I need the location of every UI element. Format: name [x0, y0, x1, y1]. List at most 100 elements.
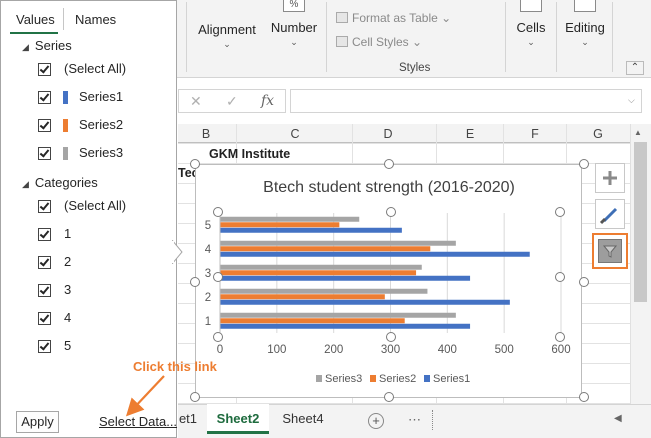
enter-icon[interactable]: ✓	[226, 93, 238, 109]
column-header-b[interactable]: B	[201, 127, 211, 141]
number-button[interactable]: % Number ⌄	[268, 0, 320, 48]
scroll-left-icon[interactable]: ◀	[614, 413, 622, 424]
formula-input[interactable]	[290, 89, 642, 113]
row-gridline	[178, 143, 630, 144]
chart-title[interactable]: Btech student strength (2016-2020)	[263, 179, 515, 196]
resize-handle[interactable]	[555, 332, 565, 342]
bar-series2-cat-4[interactable]	[220, 246, 431, 252]
select-data-link[interactable]: Select Data...	[99, 414, 178, 429]
category-item-checkbox[interactable]	[38, 312, 51, 325]
resize-handle[interactable]	[579, 277, 589, 287]
collapse-ribbon-icon[interactable]: ⌃	[626, 61, 644, 75]
more-tabs-icon[interactable]: ⋯	[408, 412, 421, 427]
category-item-label[interactable]: 1	[64, 226, 72, 241]
resize-handle[interactable]	[213, 332, 223, 342]
cell-styles-button[interactable]: Cell Styles ⌄	[336, 35, 422, 49]
cells-button[interactable]: Cells ⌄	[510, 0, 552, 48]
bar-series2-cat-2[interactable]	[220, 294, 385, 300]
resize-handle[interactable]	[213, 272, 223, 282]
series-item-checkbox[interactable]	[38, 91, 51, 104]
ribbon-separator	[186, 2, 187, 72]
legend-entry-series2[interactable]: Series2	[379, 373, 416, 385]
category-item-label[interactable]: (Select All)	[64, 198, 127, 213]
column-header-g[interactable]: G	[593, 127, 603, 141]
series-item-label[interactable]: Series2	[79, 117, 124, 132]
category-item-checkbox[interactable]	[38, 228, 51, 241]
category-item-checkbox[interactable]	[38, 200, 51, 213]
category-item-checkbox[interactable]	[38, 284, 51, 297]
series-item-label[interactable]: (Select All)	[64, 61, 127, 76]
bar-series1-cat-3[interactable]	[220, 275, 471, 281]
bar-series3-cat-1[interactable]	[220, 312, 456, 318]
chart-styles-button[interactable]	[595, 199, 625, 229]
bar-series2-cat-5[interactable]	[220, 222, 340, 228]
resize-handle[interactable]	[190, 277, 200, 287]
category-item-checkbox[interactable]	[38, 340, 51, 353]
chart-elements-button[interactable]	[595, 163, 625, 193]
resize-handle[interactable]	[555, 272, 565, 282]
category-item-label[interactable]: 5	[64, 338, 72, 353]
bar-series2-cat-1[interactable]	[220, 318, 405, 324]
resize-handle[interactable]	[386, 332, 396, 342]
resize-handle[interactable]	[190, 392, 200, 402]
cancel-icon[interactable]: ✕	[190, 93, 202, 109]
category-item-checkbox[interactable]	[38, 256, 51, 269]
scroll-up-icon[interactable]: ▲	[634, 128, 642, 137]
bar-series3-cat-4[interactable]	[220, 240, 456, 246]
annotation-text: Click this link	[133, 359, 217, 374]
column-header-c[interactable]: C	[290, 127, 300, 141]
resize-handle[interactable]	[579, 159, 589, 169]
resize-handle[interactable]	[213, 207, 223, 217]
legend-entry-series1[interactable]: Series1	[433, 373, 470, 385]
series-item-checkbox[interactable]	[38, 119, 51, 132]
category-item-label[interactable]: 4	[64, 310, 72, 325]
legend-swatch	[370, 375, 376, 382]
editing-button[interactable]: Editing ⌄	[562, 0, 608, 48]
chart-filters-button[interactable]	[592, 233, 628, 269]
tab-names[interactable]: Names	[75, 12, 117, 27]
bar-series1-cat-2[interactable]	[220, 299, 510, 305]
bar-series1-cat-4[interactable]	[220, 251, 530, 257]
series-item-checkbox[interactable]	[38, 147, 51, 160]
bar-series1-cat-5[interactable]	[220, 227, 402, 233]
categories-section[interactable]: ◢ Categories	[22, 175, 98, 190]
resize-handle[interactable]	[190, 159, 200, 169]
apply-button[interactable]: Apply	[16, 411, 59, 433]
chevron-down-icon[interactable]: ⌵	[628, 95, 635, 105]
scrollbar-thumb[interactable]	[634, 142, 647, 302]
resize-handle[interactable]	[579, 392, 589, 402]
tab-split-handle[interactable]	[432, 410, 435, 430]
tab-sheet2[interactable]: Sheet2	[207, 404, 269, 434]
alignment-button[interactable]: Alignment ⌄	[194, 22, 260, 50]
bar-series3-cat-3[interactable]	[220, 264, 422, 270]
tab-sheet1[interactable]: et1	[178, 411, 198, 426]
cell-partial-text[interactable]: Tec	[178, 166, 199, 180]
tab-values[interactable]: Values	[16, 12, 55, 27]
chart-filter-panel	[0, 0, 177, 438]
chart-area[interactable]: Btech student strength (2016-2020) 0 100 2…	[195, 164, 582, 398]
format-as-table-button[interactable]: Format as Table ⌄	[336, 11, 451, 25]
checkmark-icon	[39, 63, 50, 74]
resize-handle[interactable]	[384, 159, 394, 169]
legend-entry-series3[interactable]: Series3	[325, 373, 362, 385]
bar-series3-cat-2[interactable]	[220, 288, 428, 294]
series-section[interactable]: ◢ Series	[22, 38, 72, 53]
column-header-f[interactable]: F	[531, 127, 539, 141]
resize-handle[interactable]	[555, 207, 565, 217]
bar-series2-cat-3[interactable]	[220, 270, 417, 276]
series-item-label[interactable]: Series3	[79, 145, 124, 160]
function-icon[interactable]: fx	[261, 93, 275, 109]
series-item-checkbox[interactable]	[38, 63, 51, 76]
column-header-e[interactable]: E	[465, 127, 475, 141]
add-sheet-icon[interactable]: +	[368, 413, 384, 429]
bar-series1-cat-1[interactable]	[220, 323, 471, 329]
resize-handle[interactable]	[384, 392, 394, 402]
series-item-label[interactable]: Series1	[79, 89, 124, 104]
resize-handle[interactable]	[386, 207, 396, 217]
column-header-d[interactable]: D	[383, 127, 393, 141]
category-item-label[interactable]: 3	[64, 282, 72, 297]
category-item-label[interactable]: 2	[64, 254, 72, 269]
cell-title[interactable]: GKM Institute	[209, 147, 291, 161]
tab-sheet4[interactable]: Sheet4	[282, 411, 324, 426]
bar-series3-cat-5[interactable]	[220, 216, 360, 222]
